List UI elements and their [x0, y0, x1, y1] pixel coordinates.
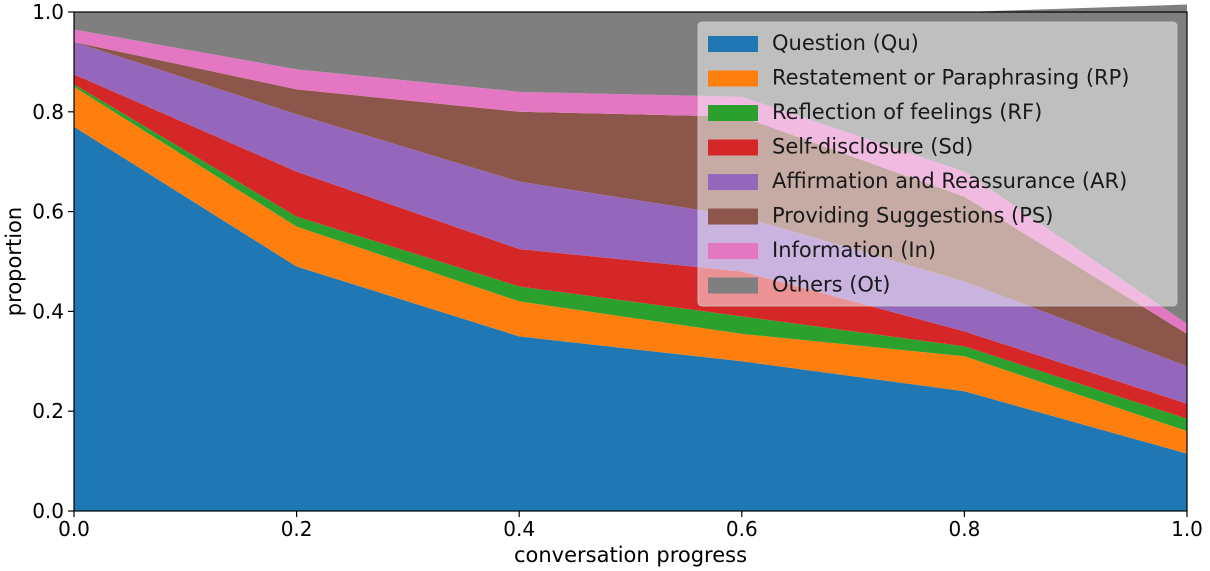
area-providing-suggestions-ps: [74, 41, 1187, 367]
legend-box: [697, 21, 1178, 307]
y-tick-label: 0.4: [32, 299, 64, 323]
legend-swatch-reflection-of-feelings-rf: [708, 105, 758, 121]
y-tick-label: 0.8: [32, 100, 64, 124]
area-reflection-of-feelings-rf: [74, 84, 1187, 432]
area-affirmation-and-reassurance-ar: [74, 41, 1187, 404]
legend-swatch-information-in: [708, 243, 758, 259]
x-tick-label: 0.6: [726, 517, 758, 541]
plot-frame: [73, 11, 1188, 512]
x-tick-label: 0.2: [281, 517, 313, 541]
legend-label-reflection-of-feelings-rf: Reflection of feelings (RF): [772, 100, 1042, 124]
legend-items: Question (Qu) Restatement or Paraphrasing…: [708, 31, 1129, 297]
x-axis: 0.0 0.2 0.4 0.6 0.8 1.0: [58, 511, 1203, 541]
legend-swatch-affirmation-and-reassurance-ar: [708, 174, 758, 190]
legend-label-question-qu: Question (Qu): [772, 31, 919, 55]
y-tick-label: 0.6: [32, 200, 64, 224]
legend: Question (Qu) Restatement or Paraphrasing…: [697, 21, 1178, 307]
legend-swatch-others-ot: [708, 277, 758, 294]
y-axis-label: proportion: [2, 207, 26, 316]
x-axis-label: conversation progress: [514, 543, 747, 567]
y-tick-label: 1.0: [32, 0, 64, 24]
x-tick-label: 0.0: [58, 517, 90, 541]
legend-label-self-disclosure-sd: Self-disclosure (Sd): [772, 135, 973, 159]
area-self-disclosure-sd: [74, 74, 1187, 419]
legend-label-information-in: Information (In): [772, 238, 936, 262]
area-restatement-or-paraphrasing-rp: [74, 86, 1187, 454]
y-tick-label: 0.2: [32, 399, 64, 423]
legend-swatch-providing-suggestions-ps: [708, 208, 758, 225]
legend-swatch-question-qu: [708, 36, 758, 52]
x-tick-label: 0.4: [503, 517, 535, 541]
legend-swatch-restatement-or-paraphrasing-rp: [708, 70, 758, 87]
legend-swatch-self-disclosure-sd: [708, 139, 758, 156]
y-axis: 0.0 0.2 0.4 0.6 0.8 1.0: [32, 0, 74, 523]
legend-label-restatement-or-paraphrasing-rp: Restatement or Paraphrasing (RP): [772, 66, 1129, 90]
area-question-qu: [74, 126, 1187, 512]
x-tick-label: 0.8: [948, 517, 980, 541]
legend-label-providing-suggestions-ps: Providing Suggestions (PS): [772, 204, 1053, 228]
legend-label-others-ot: Others (Ot): [772, 273, 890, 297]
legend-label-affirmation-and-reassurance-ar: Affirmation and Reassurance (AR): [772, 169, 1127, 193]
y-tick-label: 0.0: [32, 499, 64, 523]
x-tick-label: 1.0: [1171, 517, 1203, 541]
